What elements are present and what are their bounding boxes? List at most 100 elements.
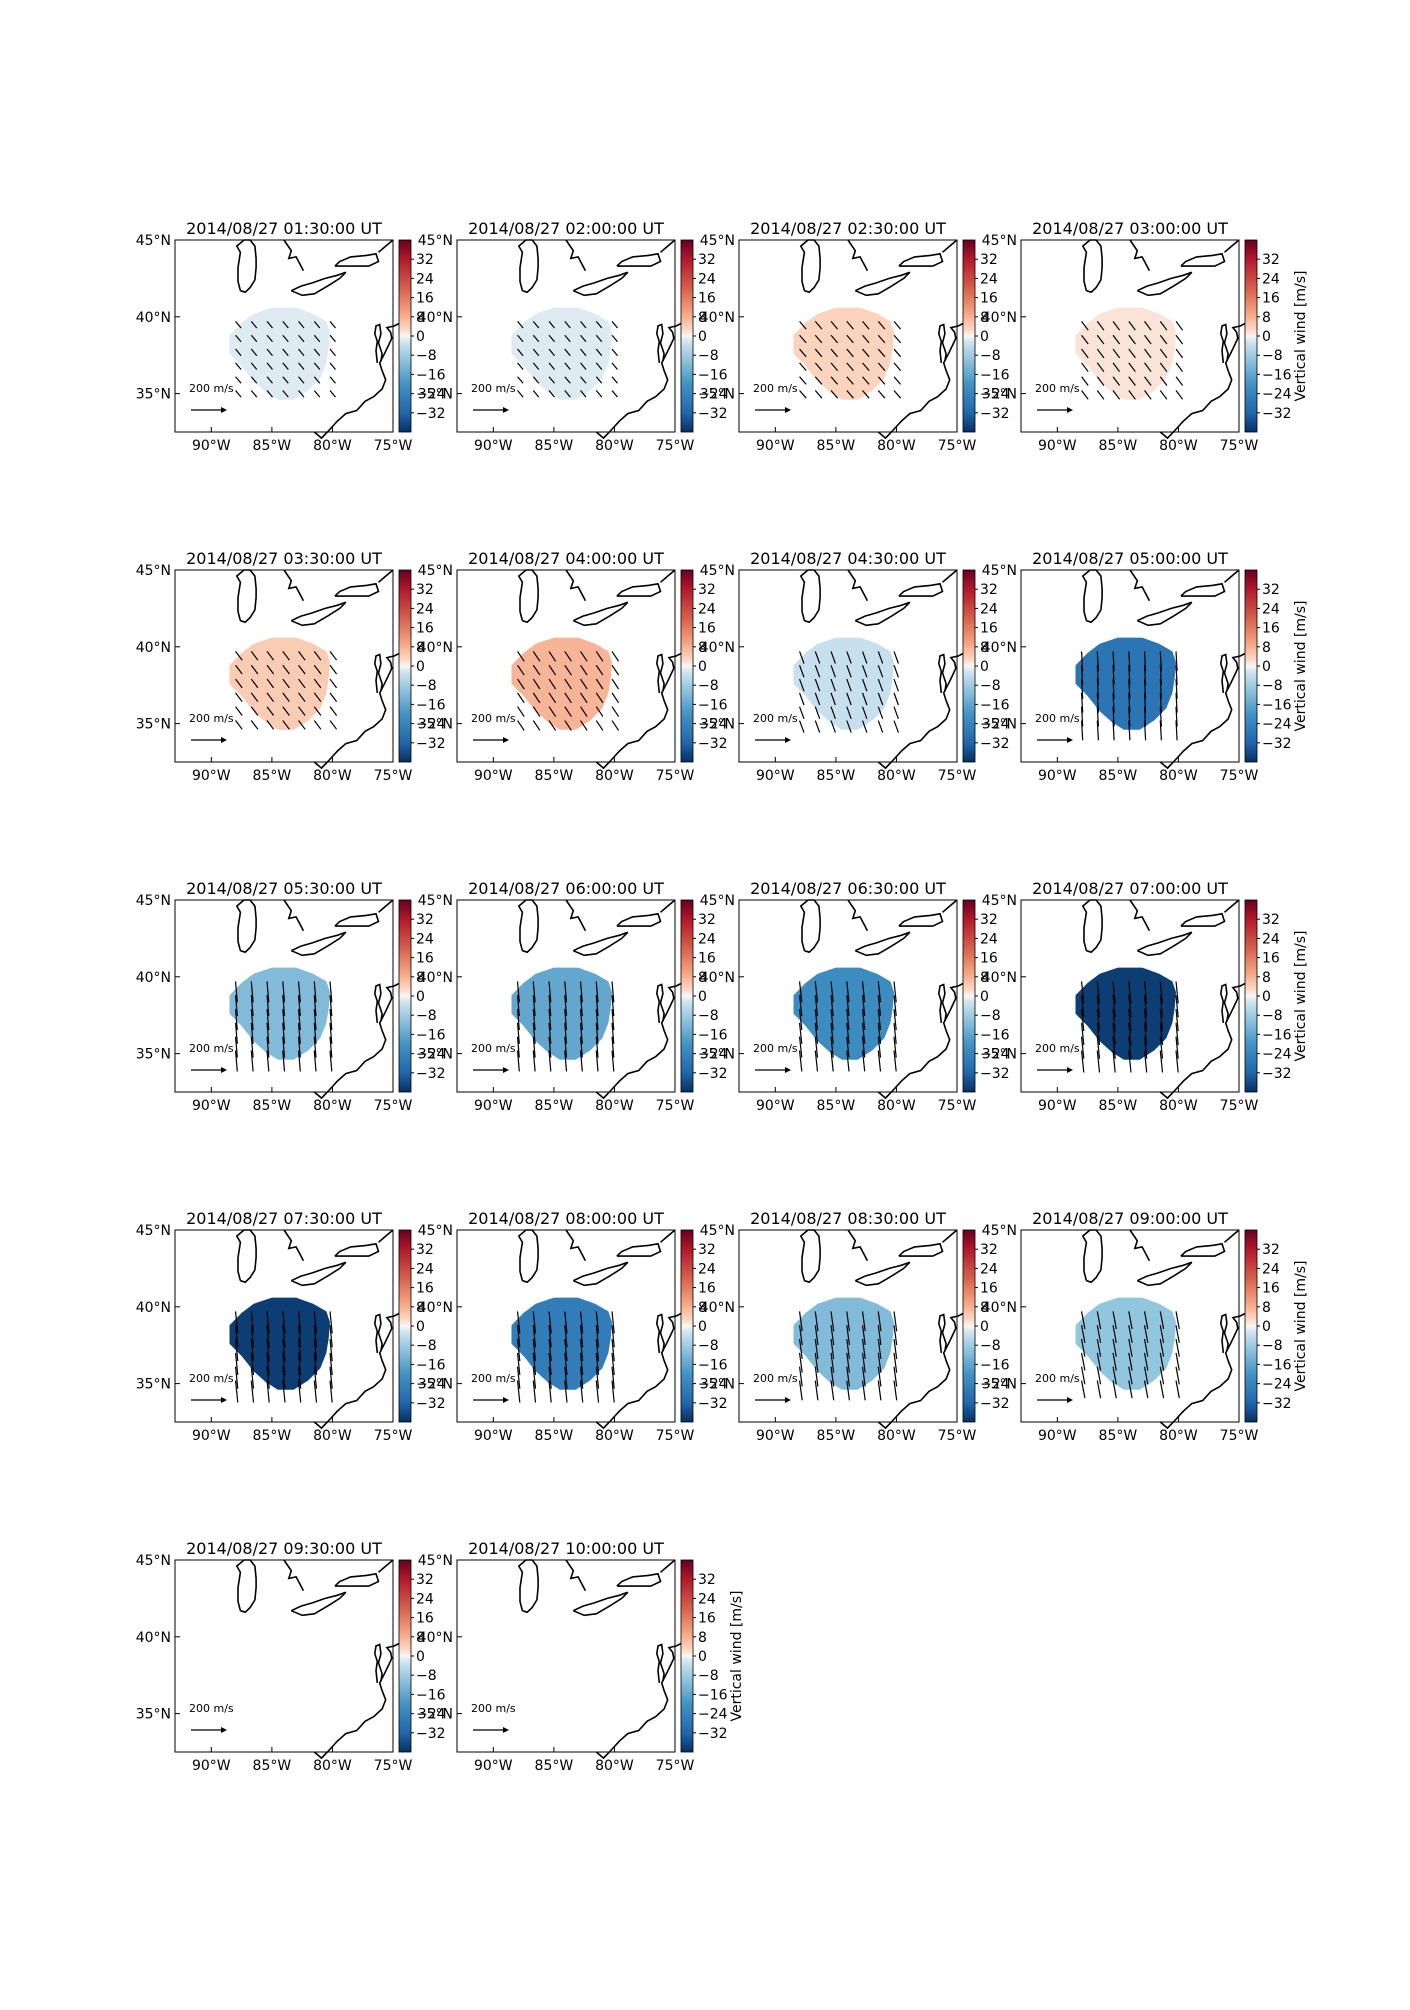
coastline — [937, 653, 947, 693]
wind-vector — [1143, 1325, 1149, 1343]
colorbar-tick-label: 32 — [1262, 1242, 1280, 1258]
coastline — [565, 1559, 587, 1592]
wind-vector — [798, 678, 805, 692]
wind-vector — [611, 720, 620, 731]
wind-vector — [846, 1311, 850, 1332]
wind-vector — [1143, 1311, 1149, 1330]
panel-title: 2014/08/27 05:30:00 UT — [186, 879, 382, 898]
wind-vector — [548, 1380, 552, 1403]
wind-field-region — [511, 967, 612, 1060]
wind-vector — [1112, 1022, 1116, 1045]
wind-vector — [516, 1050, 520, 1072]
wind-vector — [798, 1380, 803, 1401]
wind-vector — [1144, 390, 1152, 400]
wind-vector — [611, 678, 620, 690]
colorbar-tick-label: −8 — [980, 1338, 1001, 1354]
plot-area — [457, 1560, 675, 1752]
y-tick-label: 45°N — [700, 233, 735, 249]
wind-vector — [1096, 334, 1105, 345]
wind-vector — [532, 376, 540, 384]
colorbar-tick-label: 32 — [416, 1572, 434, 1588]
wind-vector — [250, 390, 258, 398]
plot-frame — [1020, 569, 1240, 763]
colorbar-tick-label: −32 — [1262, 1396, 1292, 1412]
wind-vector — [1096, 1352, 1102, 1371]
colorbar-tick-label: 24 — [416, 271, 434, 287]
quiver-key-label: 200 m/s — [189, 1372, 234, 1385]
wind-vector — [564, 1022, 568, 1044]
wind-vector — [861, 1050, 866, 1072]
wind-vector — [611, 1338, 615, 1362]
colorbar-tick-label: 32 — [416, 582, 434, 598]
wind-vector — [611, 995, 615, 1017]
coastline — [595, 639, 688, 770]
wind-vector — [329, 321, 336, 329]
wind-vector — [580, 706, 588, 717]
coastline — [334, 252, 380, 267]
wind-vector — [1096, 1311, 1102, 1330]
wind-field-region — [229, 967, 330, 1060]
quiver-key-label: 200 m/s — [189, 1042, 234, 1055]
wind-vector — [595, 390, 603, 398]
colorbar-tick-label: 32 — [698, 252, 716, 268]
wind-vector — [611, 390, 618, 398]
plot-frame — [738, 1229, 958, 1423]
wind-vector — [564, 720, 572, 731]
colorbar-tick-label: −32 — [416, 736, 446, 752]
colorbar-tick-label: −8 — [1262, 348, 1283, 364]
colorbar — [398, 899, 412, 1093]
colorbar-tick-label: 24 — [1262, 931, 1280, 947]
x-tick-label: 85°W — [253, 768, 292, 784]
wind-vector — [548, 1325, 552, 1348]
colorbar-tick-label: −24 — [698, 1047, 728, 1063]
wind-vector — [282, 664, 290, 675]
quiver-key-arrowhead — [503, 1067, 509, 1073]
y-tick-label: 35°N — [418, 1047, 453, 1063]
colorbar-tick-label: 0 — [416, 659, 425, 675]
colorbar-tick-label: −24 — [1262, 1047, 1292, 1063]
wind-vector — [611, 664, 620, 676]
coastline — [1159, 969, 1252, 1100]
wind-vector — [830, 1366, 835, 1387]
x-tick-label: 90°W — [756, 768, 795, 784]
wind-vector — [1143, 692, 1147, 713]
wind-vector — [1112, 665, 1115, 686]
colorbar-tick-label: −8 — [980, 678, 1001, 694]
wind-vector — [313, 348, 321, 357]
wind-vector — [1080, 720, 1084, 741]
colorbar-tick-label: −8 — [698, 1008, 719, 1024]
wind-vector — [1144, 362, 1152, 373]
colorbar-tick-label: −8 — [980, 348, 1001, 364]
coastline — [659, 239, 676, 253]
x-tick-label: 75°W — [938, 768, 977, 784]
wind-vector — [595, 1311, 600, 1334]
coastline — [898, 252, 944, 267]
map-panel: 2014/08/27 07:00:00 UT 90°W 85°W 80°W 75°W 35… — [982, 879, 1309, 1114]
wind-vector — [1159, 348, 1168, 359]
coastline — [572, 271, 629, 297]
wind-vector — [548, 321, 555, 329]
wind-vector — [329, 362, 336, 370]
wind-vector — [282, 390, 289, 398]
wind-vector — [1080, 1380, 1086, 1399]
quiver-key-label: 200 m/s — [753, 382, 798, 395]
wind-vector — [1143, 651, 1147, 672]
colorbar-tick-label: 32 — [416, 912, 434, 928]
colorbar-tick-label: 0 — [1262, 989, 1271, 1005]
map-panel: 2014/08/27 05:00:00 UT 90°W 85°W 80°W 75°W 35… — [982, 549, 1309, 784]
x-tick-label: 75°W — [656, 1098, 695, 1114]
coastline — [1223, 899, 1240, 913]
y-tick-label: 40°N — [418, 310, 453, 326]
map-panel: 2014/08/27 06:30:00 UT 90°W 85°W 80°W 75°W 35… — [700, 879, 1010, 1114]
wind-vector — [282, 1036, 286, 1058]
wind-vector — [266, 981, 270, 1003]
coastline — [799, 899, 821, 954]
wind-vector — [1096, 390, 1105, 400]
colorbar-tick-label: 0 — [416, 989, 425, 1005]
wind-vector — [846, 334, 854, 344]
wind-vector — [861, 1022, 866, 1044]
wind-vector — [1159, 1352, 1165, 1371]
colorbar-tick-label: −24 — [698, 717, 728, 733]
wind-vector — [877, 1008, 882, 1031]
wind-vector — [517, 692, 525, 704]
